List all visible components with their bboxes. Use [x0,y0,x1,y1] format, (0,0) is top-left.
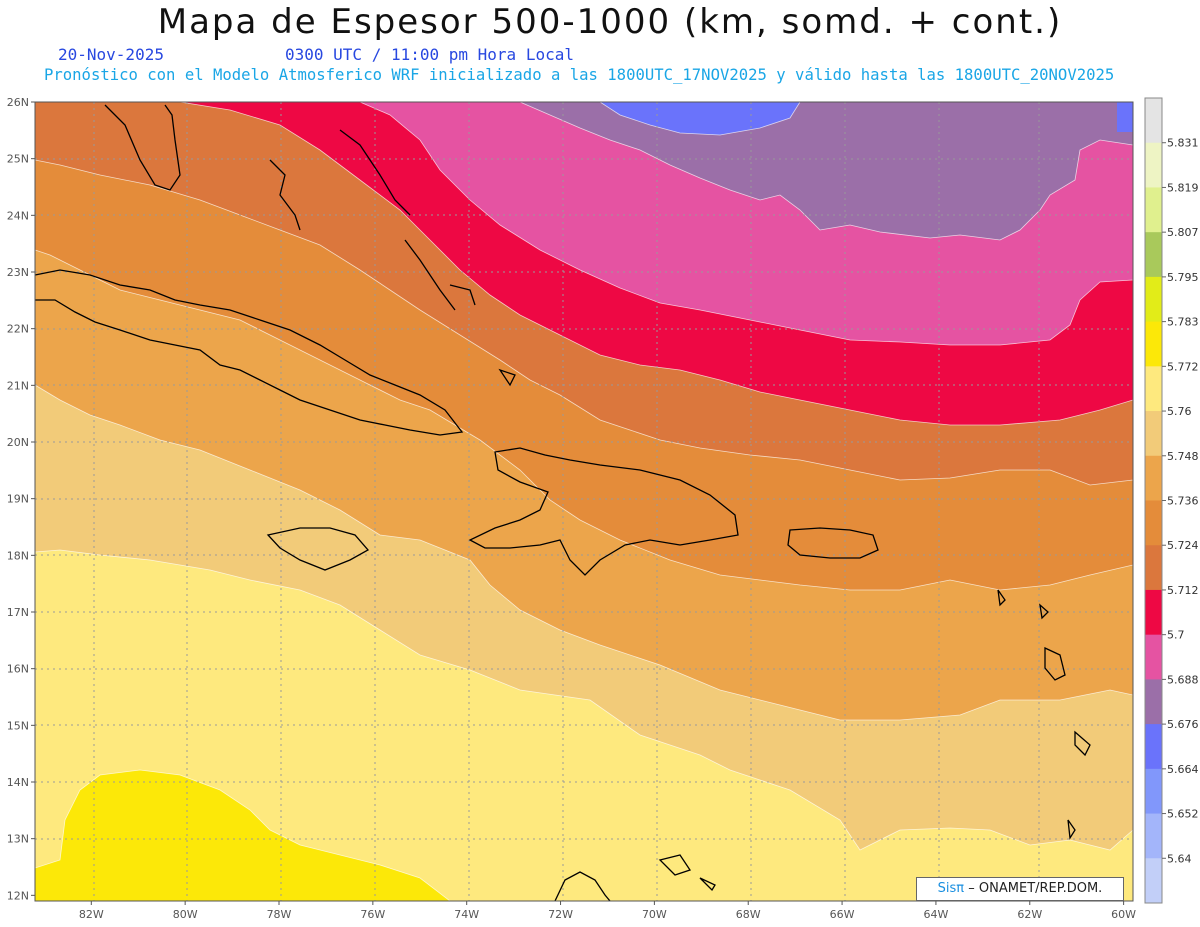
lat-label: 23N [7,266,29,279]
coast-florida [104,104,181,191]
lat-label: 20N [7,436,29,449]
coast-venezuela [554,871,611,901]
lat-label: 17N [7,606,29,619]
colorbar-swatch [1145,98,1162,144]
coast-curacao [699,877,716,892]
colorbar-label: 5.712 [1167,584,1199,597]
lat-label: 22N [7,323,29,336]
colorbar-swatch [1145,545,1162,591]
lat-label: 15N [7,719,29,732]
colorbar-label: 5.64 [1167,852,1192,865]
coast-lesser-antilles-5 [1039,603,1049,620]
lat-label: 24N [7,209,29,222]
colorbar-swatch [1145,679,1162,725]
lat-label: 25N [7,153,29,166]
colorbar-label: 5.676 [1167,718,1199,731]
lat-label: 18N [7,549,29,562]
lon-label: 66W [830,908,855,921]
coast-lesser-antilles-1 [1044,646,1066,681]
coast-bahamas-3 [404,239,456,311]
coast-aruba [658,854,692,876]
longitude-labels: 82W 80W 78W 76W 74W 72W 70W 68W 66W 64W 62W 60W [79,901,1136,921]
lat-label: 19N [7,493,29,506]
band-purple [519,102,1133,241]
lon-label: 78W [267,908,292,921]
coast-bahamas-4 [449,284,476,306]
coast-lesser-antilles-4 [997,589,1006,607]
colorbar-swatch [1145,500,1162,546]
credit-text: – ONAMET/REP.DOM. [968,881,1103,896]
graticule [35,102,1133,901]
colorbar-label: 5.772 [1167,360,1199,373]
colorbar-label: 5.795 [1167,271,1199,284]
coast-cuba [35,269,464,436]
colorbar-swatch [1145,589,1162,636]
colorbar-label: 5.807 [1167,226,1199,239]
colorbar-label: 5.652 [1167,808,1199,821]
coast-bahamas-1 [269,159,301,231]
colorbar-label: 5.688 [1167,673,1199,686]
colorbar-swatch [1145,321,1162,367]
colorbar-swatch [1145,366,1162,412]
coast-hispaniola [468,447,739,576]
map-frame [34,101,1134,902]
colorbar-label: 5.783 [1167,316,1199,329]
lon-label: 62W [1017,908,1042,921]
map-title: Mapa de Espesor 500-1000 (km, somd. + co… [157,2,1063,42]
colorbar-label: 5.819 [1167,181,1199,194]
coast-lesser-antilles-2 [1074,730,1091,757]
band-blue-edge [1117,102,1133,132]
colorbar-swatch [1145,411,1162,457]
colorbar-label: 5.664 [1167,763,1199,776]
lon-label: 70W [642,908,667,921]
colorbar-swatch [1145,276,1162,323]
lat-label: 16N [7,663,29,676]
coast-jamaica [266,527,370,571]
lon-label: 60W [1111,908,1136,921]
forecast-time: 0300 UTC / 11:00 pm Hora Local [285,45,574,64]
latitude-labels: 12N 13N 14N 15N 16N 17N 18N 19N 20N 21N 22N 23N 24N 2… [7,96,35,902]
colorbar-label: 5.724 [1167,539,1199,552]
lat-label: 21N [7,379,29,392]
colorbar-swatch [1145,187,1162,233]
credit-brand: Sisπ [937,881,965,896]
band-yellow [35,769,451,901]
colorbar-swatch [1145,232,1162,278]
colorbar-swatch [1145,724,1162,770]
colorbar-label: 5.76 [1167,405,1192,418]
lon-label: 64W [923,908,948,921]
colorbar-swatch [1145,858,1162,904]
colorbar-label: 5.7 [1167,629,1185,642]
colorbar-swatch [1145,768,1162,815]
forecast-date: 20-Nov-2025 [58,45,164,64]
colorbar-label: 5.748 [1167,450,1199,463]
coast-bahamas-5 [498,368,516,387]
lon-label: 72W [548,908,573,921]
coast-bahamas-2 [339,129,411,216]
model-subtitle: Pronóstico con el Modelo Atmosferico WRF… [44,66,1115,84]
lat-label: 26N [7,96,29,109]
lat-label: 12N [7,889,29,902]
colorbar-swatch [1145,142,1162,188]
coast-lesser-antilles-3 [1067,819,1076,840]
credit-box: Sisπ – ONAMET/REP.DOM. [916,877,1124,901]
lon-label: 76W [360,908,385,921]
colorbar-swatch [1145,813,1162,859]
lon-label: 80W [173,908,198,921]
lon-label: 74W [454,908,479,921]
lat-label: 14N [7,776,29,789]
lon-label: 68W [736,908,761,921]
colorbar: 5.64 5.652 5.664 5.676 5.688 5.7 5.712 5.724 5.7… [1144,97,1199,904]
lat-label: 13N [7,833,29,846]
colorbar-swatch [1145,634,1162,680]
colorbar-swatch [1145,455,1162,501]
lon-label: 82W [79,908,104,921]
coast-puerto-rico [787,527,879,559]
band-blue [599,102,801,136]
colorbar-label: 5.736 [1167,495,1199,508]
coastlines [35,104,1091,901]
colorbar-label: 5.831 [1167,137,1199,150]
